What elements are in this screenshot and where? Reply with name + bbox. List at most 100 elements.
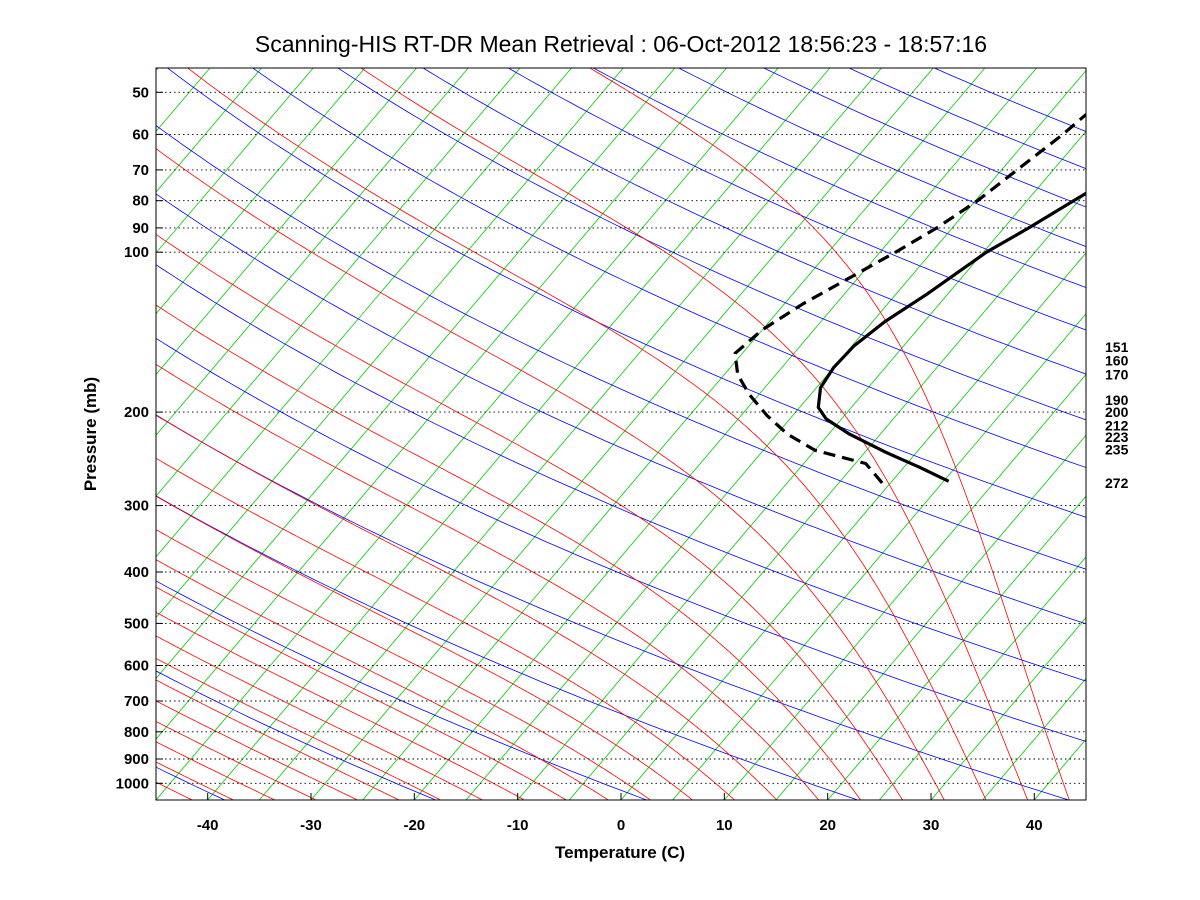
isotherm-line: [568, 191, 1086, 800]
y-axis-label: Pressure (mb): [81, 377, 100, 491]
isotherm-line: [156, 68, 572, 558]
moist-adiabat-line: [156, 700, 359, 800]
dry-adiabat-line: [156, 337, 1086, 742]
isotherm-line: [775, 434, 1086, 800]
y-tick-label: 900: [124, 751, 149, 768]
dry-adiabat-line: [762, 68, 1086, 208]
dry-adiabat-line: [156, 495, 858, 800]
isotherm-line: [258, 68, 882, 800]
x-tick-label: 40: [1026, 817, 1043, 834]
moist-adiabat-line: [156, 657, 442, 800]
moist-adiabat-line: [156, 363, 820, 800]
moist-adiabat-line: [360, 68, 1029, 800]
dry-adiabat-line: [422, 68, 1086, 375]
y-tick-label: 50: [132, 84, 149, 101]
dry-adiabat-line: [507, 68, 1086, 331]
x-tick-label: -30: [300, 817, 322, 834]
right-level-label: 235: [1105, 441, 1129, 457]
moist-adiabat-line: [156, 611, 526, 800]
y-tick-label: 400: [124, 564, 149, 581]
isotherm-line: [156, 68, 521, 497]
moist-adiabat-line: [156, 720, 318, 800]
dewpoint-profile-line: [733, 112, 1086, 485]
x-tick-label: 20: [819, 817, 836, 834]
y-tick-label: 800: [124, 724, 149, 741]
temperature-profile-line: [816, 191, 1086, 483]
moist-adiabat-line: [187, 68, 987, 800]
dry-adiabat-line: [166, 68, 1086, 518]
x-axis: -40 -30 -20 -10 0 10 20 30 40: [197, 793, 1043, 834]
moist-adiabat-line: [589, 68, 1070, 800]
isotherm-line: [156, 68, 624, 619]
isotherm-line: [878, 556, 1086, 800]
isotherm-line: [827, 495, 1086, 800]
dry-adiabat-line: [251, 68, 1086, 468]
dry-adiabat-line: [337, 68, 1086, 421]
profile-series: [733, 112, 1086, 485]
x-tick-label: 10: [716, 817, 733, 834]
dry-adiabat-line: [156, 580, 647, 800]
x-tick-label: -40: [197, 817, 219, 834]
dry-adiabat-line: [677, 68, 1086, 248]
moist-adiabat-line: [156, 559, 610, 800]
isotherm-line: [413, 68, 1037, 800]
isotherm-line: [156, 68, 469, 436]
right-level-label: 272: [1105, 475, 1129, 491]
isotherm-line: [156, 68, 366, 315]
isotherm-line: [207, 68, 831, 800]
right-level-label: 170: [1105, 367, 1129, 383]
isotherm-line: [723, 373, 1086, 800]
right-level-label: 190: [1105, 392, 1129, 408]
moist-adiabat-line: [156, 233, 904, 800]
dry-adiabat-line: [156, 264, 1086, 682]
isotherm-line: [517, 130, 1086, 800]
moist-adiabat-line: [156, 495, 694, 800]
y-tick-label: 600: [124, 658, 149, 675]
x-tick-label: 30: [923, 817, 940, 834]
isotherm-line: [156, 68, 417, 376]
right-level-label: 200: [1105, 404, 1129, 420]
y-axis: 50 60 70 80 90 100 200 300 400 500 600 700 800 900 100…: [116, 84, 163, 792]
chart-title: Scanning-HIS RT-DR Mean Retrieval : 06-O…: [255, 31, 987, 57]
isotherm-line: [672, 313, 1086, 800]
moist-adiabat-line: [156, 635, 484, 800]
pressure-grid: [156, 91, 1086, 784]
isotherm-line: [362, 68, 986, 800]
y-tick-label: 200: [124, 404, 149, 421]
moist-adiabat-line: [156, 761, 235, 800]
moist-adiabat-line: [156, 529, 652, 800]
moist-adiabat-line: [156, 148, 945, 800]
x-tick-label: 0: [617, 817, 625, 834]
background-lines: [156, 68, 1086, 800]
right-level-label: 160: [1105, 353, 1129, 369]
isotherm-line: [465, 69, 1086, 800]
dry-adiabat-line: [156, 670, 436, 800]
right-level-label: 223: [1105, 429, 1129, 445]
y-tick-label: 100: [124, 244, 149, 261]
moist-adiabat-line: [156, 741, 276, 800]
moist-adiabat-line: [156, 586, 568, 800]
isotherm-line: [620, 252, 1086, 800]
y-tick-label: 300: [124, 498, 149, 515]
dry-adiabat-line: [156, 125, 1086, 570]
x-tick-label: -20: [403, 817, 425, 834]
y-tick-label: 90: [132, 220, 149, 237]
moist-adiabat-line: [156, 679, 400, 800]
y-tick-label: 80: [132, 193, 149, 210]
moist-adiabat-line: [156, 414, 778, 800]
moist-adiabat-line: [156, 457, 736, 800]
isotherm-line: [156, 68, 262, 193]
y-tick-label: 500: [124, 615, 149, 632]
right-level-label: 151: [1105, 339, 1129, 355]
dry-adiabat-line: [156, 193, 1086, 625]
y-tick-label: 700: [124, 693, 149, 710]
y-tick-label: 70: [132, 162, 149, 179]
right-level-label: 212: [1105, 418, 1129, 434]
dry-adiabat-line: [592, 68, 1086, 288]
isotherm-line: [156, 68, 779, 800]
x-axis-label: Temperature (C): [555, 843, 685, 862]
x-tick-label: -10: [507, 817, 529, 834]
